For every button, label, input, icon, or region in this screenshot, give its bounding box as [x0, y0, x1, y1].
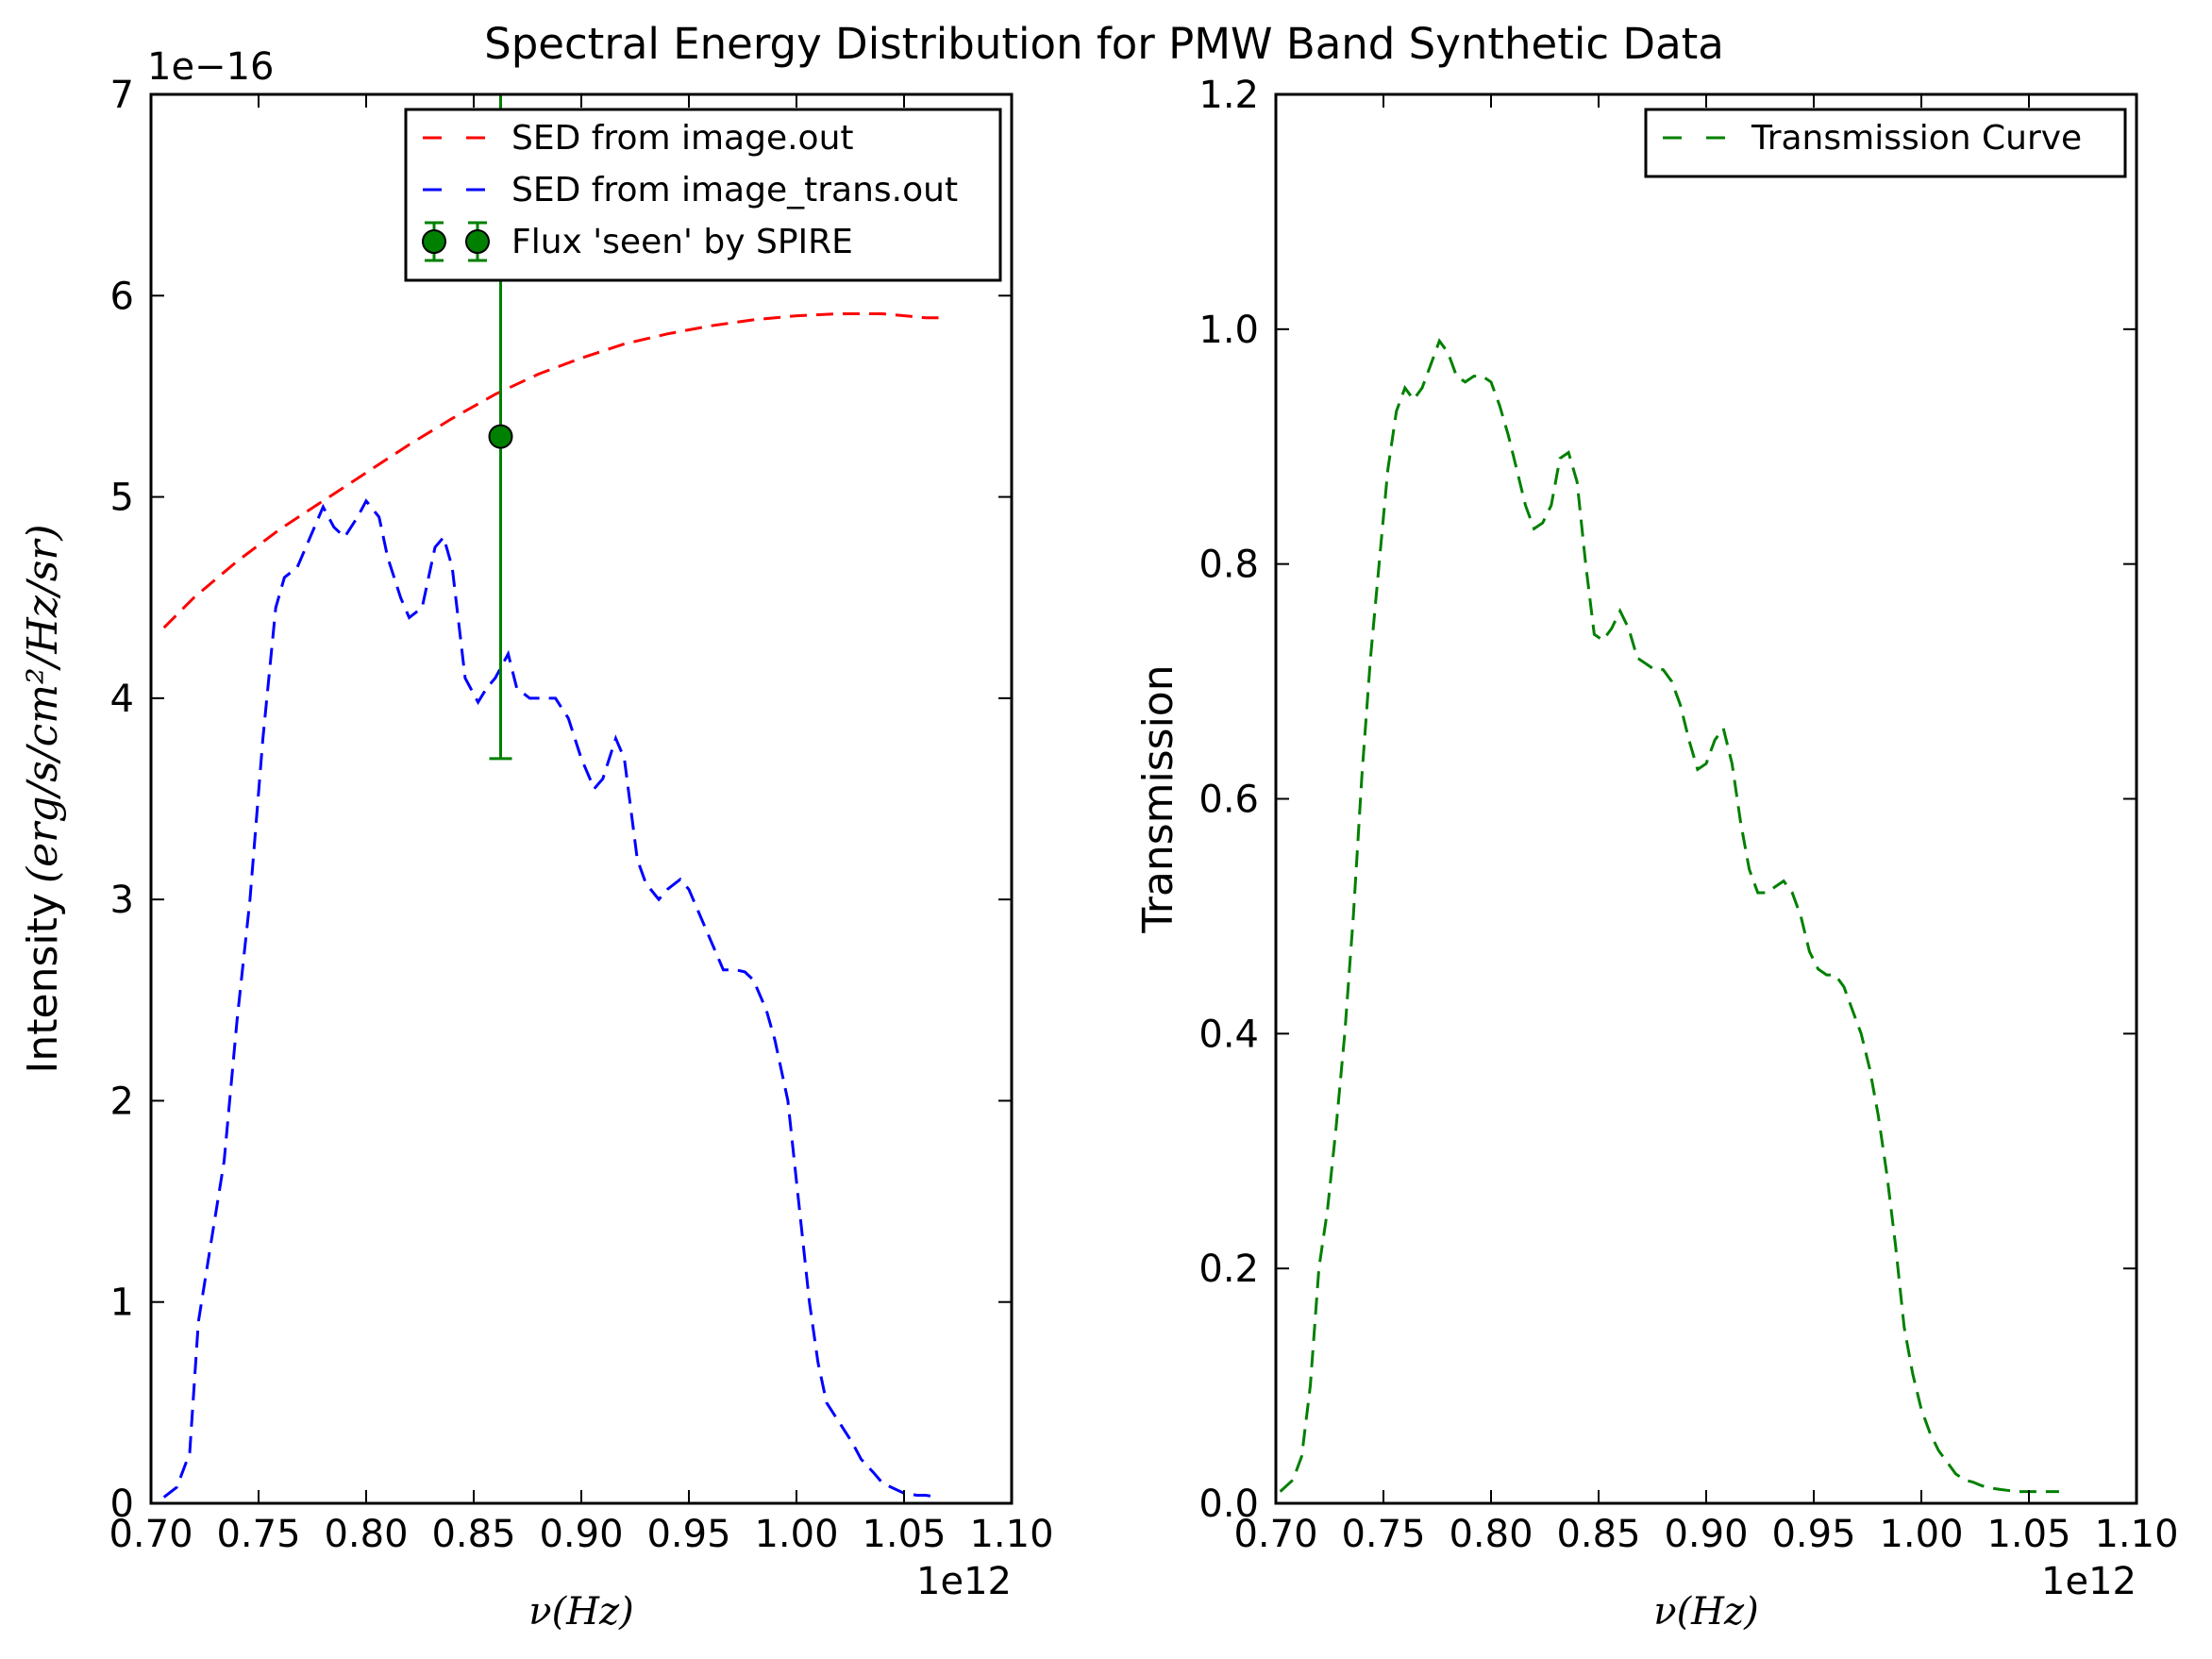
x-tick-label: 0.90: [539, 1513, 623, 1556]
y-tick-label: 6: [110, 275, 134, 318]
x-tick-label: 0.90: [1664, 1513, 1748, 1556]
x-tick-label: 0.85: [431, 1513, 515, 1556]
x-tick-label: 0.75: [1341, 1513, 1425, 1556]
y-axis-label: Intensity (erg/s/cm²/Hz/sr): [19, 524, 67, 1073]
x-tick-label: 0.75: [216, 1513, 300, 1556]
series-line-sed-from-image-out: [162, 312, 939, 629]
legend-swatch-marker: [422, 229, 446, 254]
x-offset-label: 1e12: [2041, 1560, 2137, 1603]
x-tick-label: 1.10: [2094, 1513, 2178, 1556]
legend-entry-label: Transmission Curve: [1751, 119, 2082, 158]
y-tick-label: 1.2: [1198, 74, 1259, 117]
y-axis-label-text: Intensity: [19, 893, 67, 1074]
y-axis-label: Transmission: [1134, 664, 1182, 933]
legend-box: [404, 108, 1002, 282]
y-tick-label: 0.8: [1198, 544, 1259, 587]
x-tick-label: 0.95: [646, 1513, 730, 1556]
y-tick-label: 0: [110, 1483, 134, 1526]
y-axis-label-text: Transmission: [1134, 664, 1182, 933]
y-tick-label: 0.6: [1198, 779, 1259, 822]
y-tick-label: 5: [110, 477, 134, 520]
x-tick-label: 1.00: [754, 1513, 838, 1556]
x-offset-label: 1e12: [916, 1560, 1012, 1603]
legend-box: [1644, 108, 2127, 178]
legend-entry-label: SED from image.out: [511, 119, 854, 158]
y-tick-label: 1: [110, 1282, 134, 1325]
legend: SED from image.out SED from image_trans.o…: [404, 108, 1002, 282]
x-tick-label: 1.00: [1879, 1513, 1963, 1556]
series-line-sed-from-image-trans-out: [162, 498, 939, 1500]
x-tick-label: 0.95: [1771, 1513, 1855, 1556]
x-axis-label: ν(Hz): [1653, 1590, 1758, 1634]
y-tick-label: 7: [110, 74, 134, 117]
legend-swatch-marker: [465, 229, 490, 254]
y-tick-label: 0.0: [1198, 1483, 1259, 1526]
x-tick-label: 0.80: [1449, 1513, 1533, 1556]
errorbar-point: [488, 424, 513, 449]
y-tick-label: 0.4: [1198, 1013, 1259, 1056]
legend: Transmission Curve: [1644, 108, 2127, 178]
intensity-plot: 0.70 0.75 0.80 0.85 0.90 0.95 1.00 1.05 1.10 0 1 2 3…: [19, 45, 1054, 1634]
x-tick-label: 0.70: [109, 1513, 193, 1556]
y-tick-label: 1.0: [1198, 309, 1259, 352]
plot-data: [1279, 338, 2059, 1494]
x-tick-label: 0.85: [1556, 1513, 1640, 1556]
y-tick-label: 0.2: [1198, 1248, 1259, 1291]
x-tick-label: 0.70: [1233, 1513, 1317, 1556]
figure-title: Spectral Energy Distribution for PMW Ban…: [484, 19, 1724, 69]
y-tick-label: 3: [110, 879, 134, 922]
x-tick-label: 1.10: [969, 1513, 1053, 1556]
transmission-plot: 0.70 0.75 0.80 0.85 0.90 0.95 1.00 1.05 1.10 0.0 0…: [1134, 74, 2179, 1634]
x-tick-label: 1.05: [862, 1513, 946, 1556]
y-offset-label: 1e−16: [147, 45, 274, 89]
legend-entry-label: SED from image_trans.out: [511, 171, 958, 209]
legend-entry-label: Flux 'seen' by SPIRE: [511, 223, 853, 261]
y-tick-label: 2: [110, 1080, 134, 1123]
x-axis-label: ν(Hz): [528, 1590, 633, 1634]
x-tick-label: 1.05: [1986, 1513, 2070, 1556]
y-tick-label: 4: [110, 678, 134, 721]
series-line-transmission-curve: [1279, 338, 2059, 1494]
y-axis-label-units: (erg/s/cm²/Hz/sr): [19, 524, 67, 883]
x-tick-label: 0.80: [324, 1513, 408, 1556]
